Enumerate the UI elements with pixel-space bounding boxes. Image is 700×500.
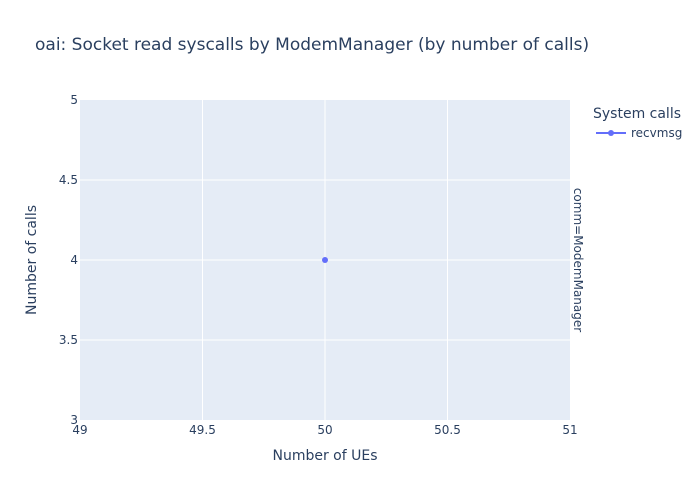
x-tick-label: 50.5 (434, 423, 461, 437)
x-tick-label: 49 (72, 423, 87, 437)
legend-marker-icon (608, 130, 614, 136)
chart-title: oai: Socket read syscalls by ModemManage… (35, 35, 589, 55)
x-tick-label: 49.5 (189, 423, 216, 437)
x-axis-title: Number of UEs (272, 448, 377, 464)
y-tick-label: 5 (70, 93, 78, 107)
y-tick-label: 4 (70, 253, 78, 267)
legend-title: System calls (593, 106, 681, 122)
legend[interactable]: System calls recvmsg (593, 106, 682, 140)
y-axis-title: Number of calls (24, 205, 40, 315)
x-tick-label: 51 (562, 423, 577, 437)
y-tick-label: 3 (70, 413, 78, 427)
y-tick-label: 3.5 (59, 333, 78, 347)
y-tick-label: 4.5 (59, 173, 78, 187)
x-tick-label: 50 (317, 423, 332, 437)
facet-label: comm=ModemManager (571, 188, 585, 332)
legend-item-recvmsg[interactable]: recvmsg (596, 126, 682, 140)
data-point[interactable] (322, 257, 328, 263)
data-points (322, 257, 328, 263)
x-tick-labels: 49 49.5 50 50.5 51 (72, 423, 577, 437)
legend-label: recvmsg (631, 126, 682, 140)
y-tick-labels: 3 3.5 4 4.5 5 (59, 93, 78, 427)
